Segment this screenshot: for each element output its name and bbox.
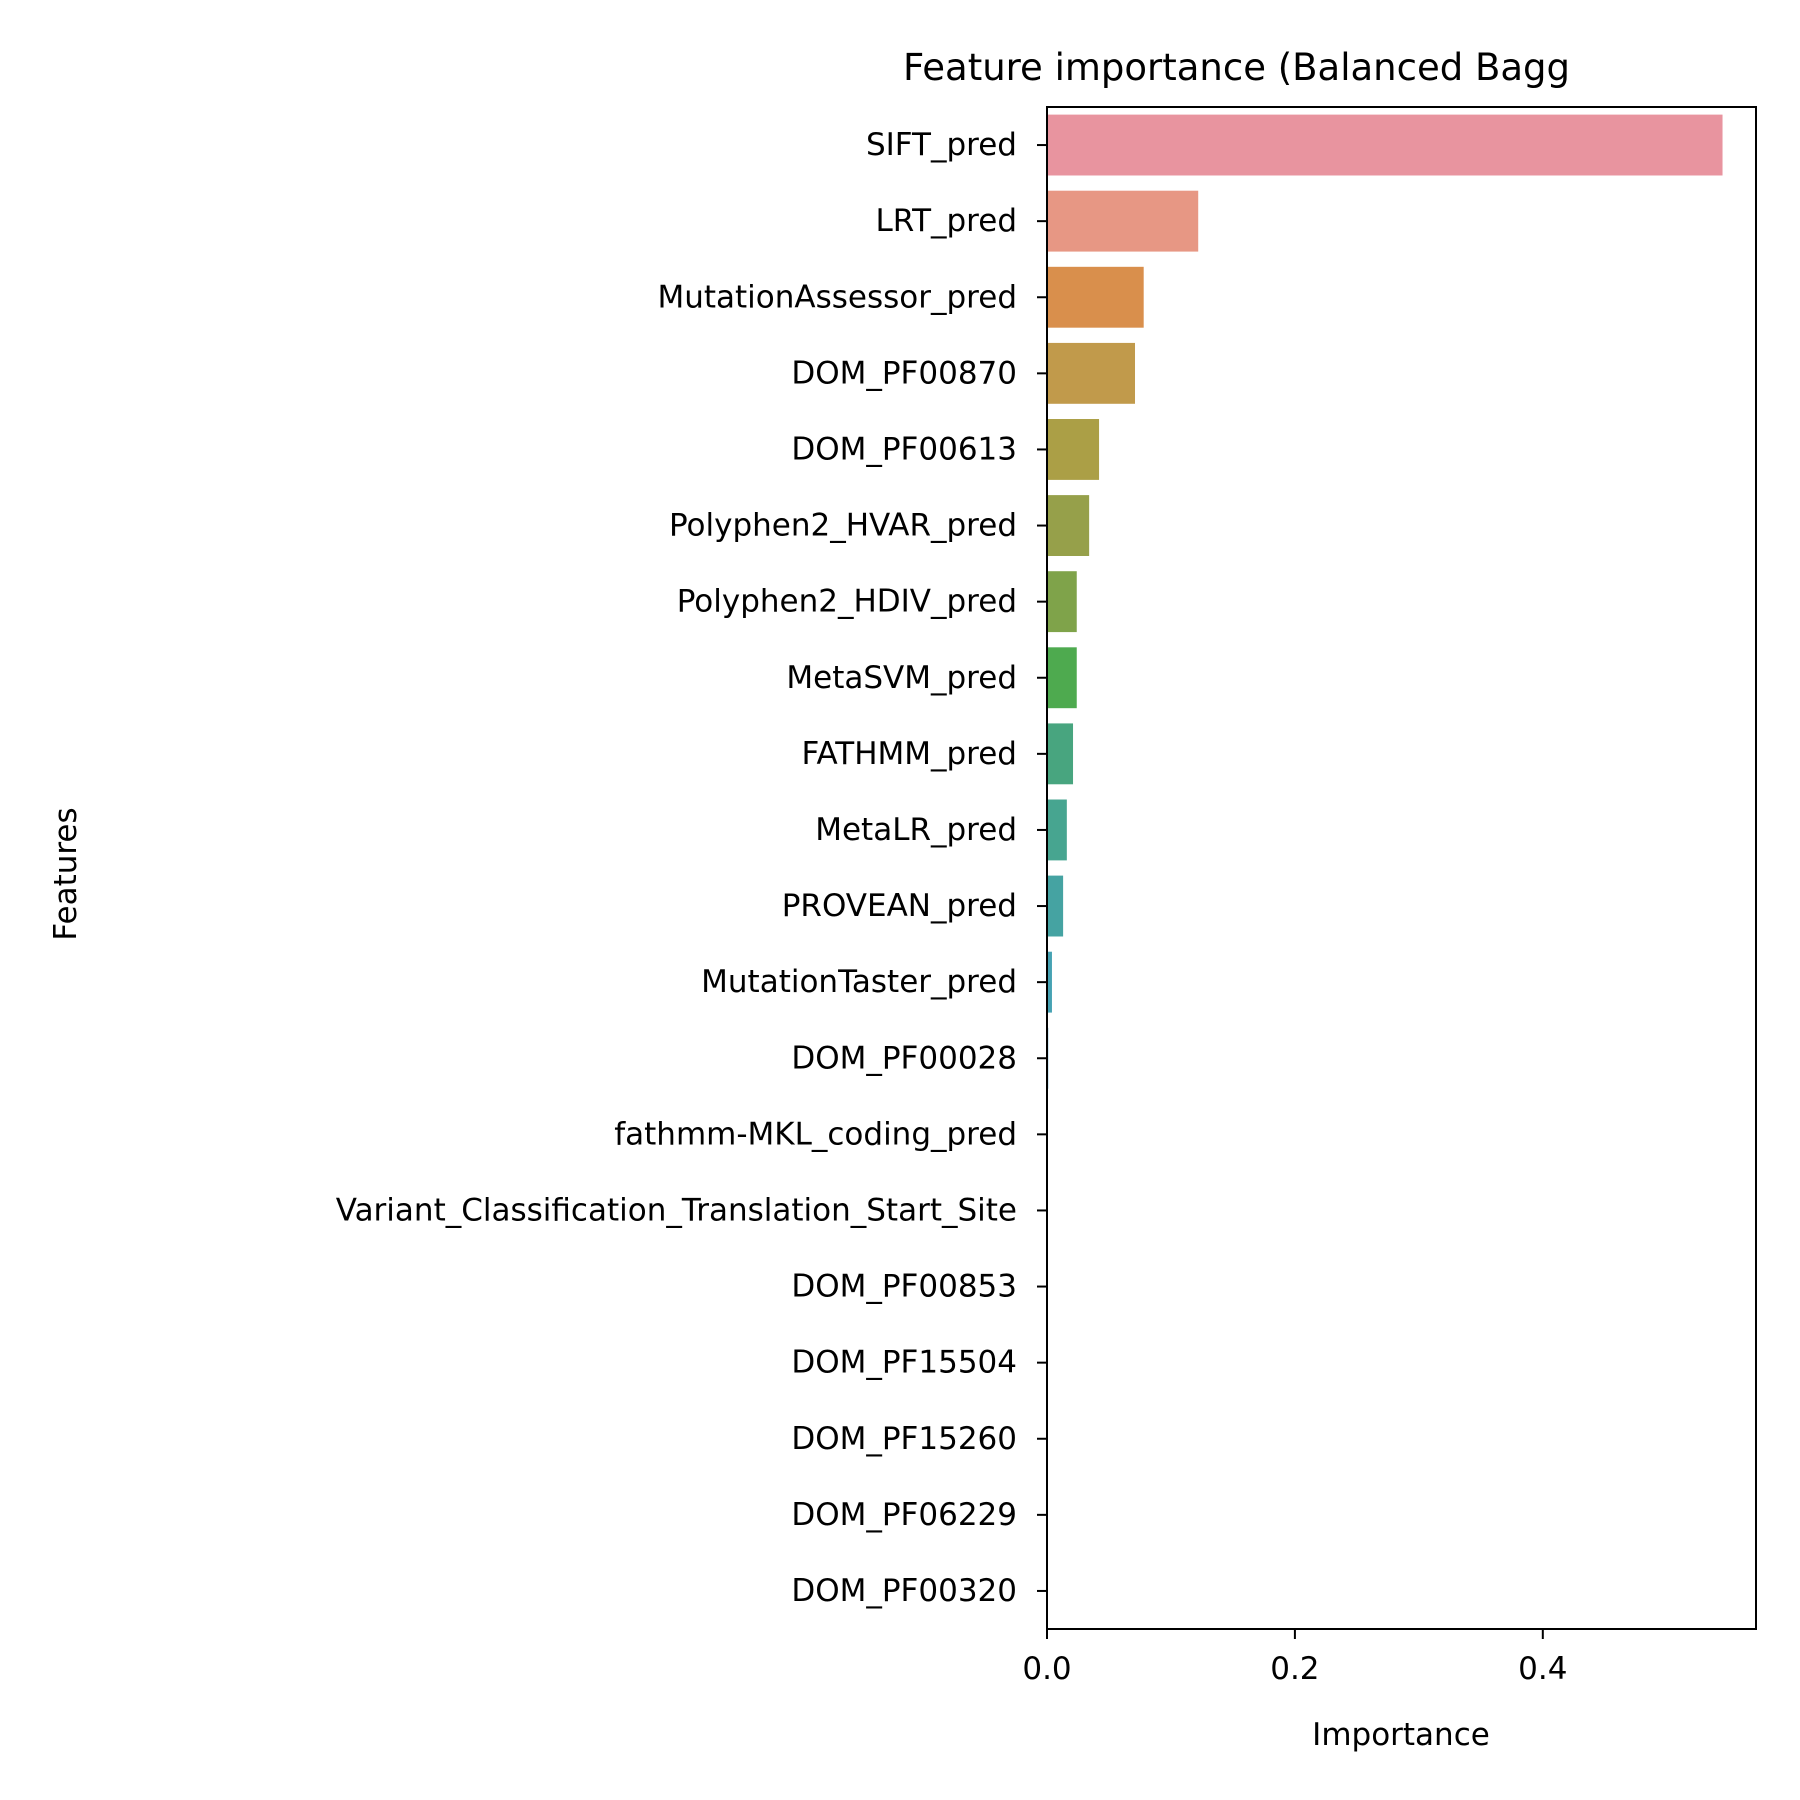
bar-MutationAssessor_pred bbox=[1047, 266, 1144, 328]
y-tick-label: DOM_PF00028 bbox=[791, 1040, 1017, 1076]
bar-MutationTaster_pred bbox=[1047, 951, 1052, 1013]
y-tick-label: DOM_PF00320 bbox=[791, 1573, 1017, 1609]
bar-Polyphen2_HVAR_pred bbox=[1047, 495, 1090, 556]
bar-Polyphen2_HDIV_pred bbox=[1047, 571, 1077, 633]
y-tick-label: MetaLR_pred bbox=[815, 812, 1017, 848]
y-tick-label: DOM_PF15504 bbox=[791, 1345, 1017, 1381]
bar-DOM_PF00870 bbox=[1047, 342, 1136, 404]
bar-MetaLR_pred bbox=[1047, 799, 1067, 861]
y-tick-label: Polyphen2_HDIV_pred bbox=[677, 584, 1017, 620]
y-axis-label: Features bbox=[48, 807, 84, 940]
x-tick-label: 0.0 bbox=[1022, 1651, 1071, 1687]
x-axis-ticks: 0.0 0.2 0.4 bbox=[1022, 1629, 1567, 1687]
y-tick-label: PROVEAN_pred bbox=[782, 888, 1017, 924]
y-tick-label: MutationTaster_pred bbox=[701, 964, 1017, 1000]
bar-PROVEAN_pred bbox=[1047, 875, 1064, 937]
bar-SIFT_pred bbox=[1047, 114, 1723, 176]
y-tick-label: DOM_PF15260 bbox=[791, 1421, 1017, 1457]
x-axis-label: Importance bbox=[1312, 1717, 1490, 1753]
plot-frame bbox=[1046, 106, 1757, 1630]
y-tick-label: DOM_PF00613 bbox=[791, 431, 1017, 467]
y-tick-label: LRT_pred bbox=[876, 203, 1017, 239]
y-tick-label: MetaSVM_pred bbox=[786, 660, 1017, 696]
x-tick-label: 0.4 bbox=[1518, 1651, 1567, 1687]
bar-MetaSVM_pred bbox=[1047, 647, 1077, 709]
y-axis-ticks: SIFT_pred LRT_pred MutationAssessor_pred DO… bbox=[336, 127, 1047, 1609]
bar-LRT_pred bbox=[1047, 190, 1199, 252]
bars-group bbox=[1047, 114, 1723, 1089]
y-tick-label: Polyphen2_HVAR_pred bbox=[669, 508, 1017, 544]
y-tick-label: FATHMM_pred bbox=[801, 736, 1017, 772]
x-tick-label: 0.2 bbox=[1270, 1651, 1319, 1687]
y-tick-label: Variant_Classification_Translation_Start… bbox=[336, 1192, 1017, 1228]
y-tick-label: fathmm-MKL_coding_pred bbox=[614, 1116, 1017, 1152]
bar-DOM_PF00613 bbox=[1047, 419, 1100, 480]
y-tick-label: DOM_PF06229 bbox=[791, 1497, 1017, 1533]
y-tick-label: DOM_PF00853 bbox=[791, 1269, 1017, 1305]
chart-title: Feature importance (Balanced Bagg bbox=[903, 46, 1570, 89]
y-tick-label: DOM_PF00870 bbox=[791, 355, 1017, 391]
bar-FATHMM_pred bbox=[1047, 723, 1074, 785]
y-tick-label: MutationAssessor_pred bbox=[657, 279, 1017, 315]
y-tick-label: SIFT_pred bbox=[866, 127, 1017, 163]
